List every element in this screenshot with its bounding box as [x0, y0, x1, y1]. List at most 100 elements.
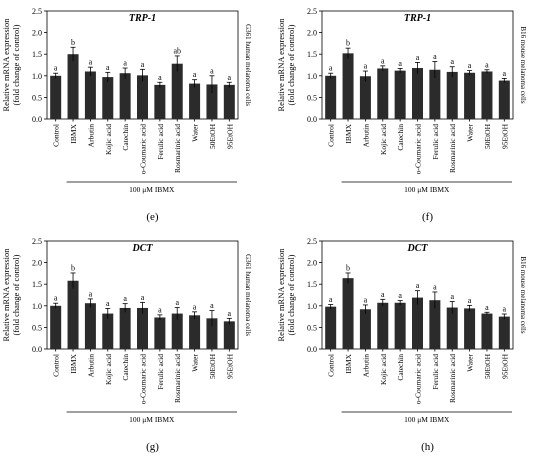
category-label: 95EtOH — [225, 123, 234, 149]
category-label: o-Coumaric acid — [414, 124, 423, 174]
significance-letter: b — [346, 39, 350, 48]
bar — [137, 75, 148, 119]
category-label: IBMX — [69, 353, 78, 373]
significance-letter: a — [210, 66, 214, 75]
significance-letter: a — [123, 59, 127, 68]
significance-letter: a — [210, 301, 214, 310]
y-tick-label: 0.0 — [32, 115, 42, 124]
significance-letter: a — [381, 56, 385, 65]
y-tick-label: 0.5 — [32, 323, 42, 332]
significance-letter: a — [89, 58, 93, 67]
y-axis-label: (fold change of control) — [286, 24, 296, 105]
bar — [119, 73, 131, 119]
y-tick-label: 0.5 — [32, 93, 42, 102]
chart-panel-f: TRP-1 0.0 0.5 1.0 1.5 2.0 2.5 Relative mRNA exp… — [275, 0, 550, 234]
bar — [429, 69, 441, 119]
category-label: Control — [327, 124, 336, 147]
bar — [394, 70, 406, 119]
significance-letter: a — [158, 305, 162, 314]
bar — [498, 80, 510, 119]
category-label: Kojic acid — [379, 124, 388, 155]
bar — [206, 84, 218, 119]
y-axis-label: Relative mRNA expression — [276, 18, 286, 112]
y-tick-label: 1.5 — [32, 50, 42, 59]
bar — [342, 53, 354, 119]
cell-line-label: G361 human melanoma cells — [244, 24, 252, 106]
bar — [84, 303, 96, 349]
bar — [223, 84, 235, 119]
significance-letter: a — [228, 309, 232, 318]
category-label: Ferulic acid — [431, 354, 440, 390]
chart-svg-h: DCT 0.0 0.5 1.0 1.5 2.0 2.5 Relative mRNA expre… — [276, 237, 527, 453]
bar — [189, 83, 201, 119]
category-label: Water — [191, 353, 200, 371]
chart-svg-g: DCT 0.0 0.5 1.0 1.5 2.0 2.5 Relative mRNA expre… — [1, 237, 252, 453]
significance-letter: b — [71, 263, 75, 272]
bar — [412, 297, 423, 349]
y-tick-label: 0.5 — [307, 93, 317, 102]
significance-letter: a — [54, 294, 58, 303]
significance-letter: a — [450, 57, 454, 66]
panel-label: (h) — [421, 441, 434, 453]
y-tick-label: 2.5 — [307, 7, 317, 16]
category-label: o-Coumaric acid — [414, 354, 423, 404]
y-tick-label: 0.0 — [32, 345, 42, 354]
category-label: Catechin — [121, 124, 130, 151]
bar — [154, 84, 166, 119]
y-axis-label: Relative mRNA expression — [1, 248, 11, 342]
category-label: IBMX — [344, 123, 353, 143]
y-tick-label: 1.0 — [307, 72, 317, 81]
y-tick-label: 2.0 — [307, 259, 317, 268]
y-tick-label: 2.5 — [32, 237, 42, 246]
y-tick-label: 0.0 — [307, 115, 317, 124]
significance-letter: a — [503, 69, 507, 78]
category-label: 50EtOH — [483, 123, 492, 149]
cell-line-label: B16 mouse melanoma cells — [519, 256, 527, 333]
category-label: Control — [52, 354, 61, 377]
significance-letter: a — [485, 303, 489, 312]
y-tick-label: 1.5 — [307, 50, 317, 59]
y-tick-label: 2.5 — [307, 237, 317, 246]
treatment-label: 100 μM IBMX — [129, 415, 175, 424]
y-axis-label: (fold change of control) — [286, 254, 296, 335]
panel-label: (e) — [146, 211, 159, 223]
significance-letter: a — [158, 73, 162, 82]
category-label: Control — [327, 354, 336, 377]
significance-letter: a — [503, 305, 507, 314]
category-label: Arbutin — [361, 124, 370, 148]
significance-letter: a — [175, 298, 179, 307]
y-tick-label: 1.0 — [32, 302, 42, 311]
category-label: IBMX — [69, 123, 78, 143]
significance-letter: a — [193, 302, 197, 311]
bar — [102, 313, 114, 349]
category-label: Arbutin — [86, 124, 95, 148]
bar — [446, 71, 458, 119]
bar — [394, 302, 406, 349]
chart-title: DCT — [132, 243, 154, 254]
panel-label: (g) — [146, 441, 159, 453]
category-label: Rosmarinic acid — [173, 124, 182, 173]
category-label: o-Coumaric acid — [139, 354, 148, 404]
bar — [67, 54, 79, 120]
significance-letter: a — [433, 52, 437, 61]
category-label: Kojic acid — [104, 354, 113, 385]
chart-svg-e: TRP-1 0.0 0.5 1.0 1.5 2.0 2.5 Relative mRNA exp… — [1, 7, 252, 223]
bar — [377, 302, 389, 349]
cell-line-label: B16 mouse melanoma cells — [519, 26, 527, 103]
category-label: IBMX — [344, 353, 353, 373]
chart-panel-h: DCT 0.0 0.5 1.0 1.5 2.0 2.5 Relative mRNA expre… — [275, 230, 550, 464]
chart-title: DCT — [407, 243, 429, 254]
y-tick-label: 0.5 — [307, 323, 317, 332]
cell-line-label: G361 human melanoma cells — [244, 254, 252, 336]
significance-letter: a — [468, 296, 472, 305]
bar — [67, 280, 79, 349]
category-label: Rosmarinic acid — [448, 354, 457, 403]
significance-letter: a — [329, 295, 333, 304]
category-label: Arbutin — [86, 354, 95, 378]
category-label: Ferulic acid — [156, 354, 165, 390]
bar — [154, 317, 166, 349]
treatment-label: 100 μM IBMX — [404, 415, 450, 424]
bar — [84, 71, 96, 119]
bar — [446, 307, 458, 349]
y-tick-label: 0.0 — [307, 345, 317, 354]
